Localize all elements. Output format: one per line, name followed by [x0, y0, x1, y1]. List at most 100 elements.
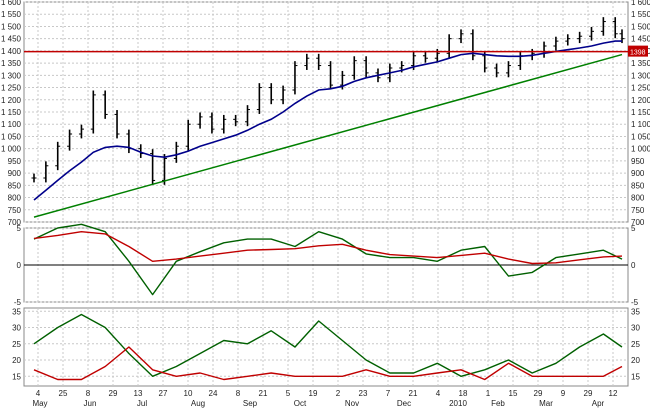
- marks-layer: 1398: [24, 17, 648, 381]
- y-tick-label-left: 950: [8, 157, 22, 166]
- dmi-line: [33, 346, 623, 381]
- day-label: 18: [459, 389, 468, 398]
- y-tick-label-right: 900: [631, 169, 645, 178]
- price-label: 1398: [630, 50, 646, 57]
- time-axis: 4 25 8 29 13 27 10 24 8 21 5 19 2 23 7 21 4 18 1 15 29 9 29 12 M…: [32, 389, 618, 408]
- moving-average-line: [33, 40, 622, 201]
- month-label: Jun: [84, 399, 97, 408]
- day-label: 21: [259, 389, 268, 398]
- y-tick-label-left: 750: [8, 206, 22, 215]
- y-tick-label-right: 1 050: [631, 132, 650, 141]
- price-label-box: [628, 45, 648, 57]
- month-label: 2010: [449, 399, 467, 408]
- day-label: 21: [409, 389, 418, 398]
- y-tick-label-left: 1 250: [1, 84, 22, 93]
- y-tick-label-right: 1 150: [631, 108, 650, 117]
- day-label: 25: [59, 389, 68, 398]
- day-label: 15: [509, 389, 518, 398]
- y-tick-label-left: 1 500: [1, 22, 22, 31]
- y-tick-label-right: 700: [631, 218, 645, 227]
- dmi-line: [33, 313, 623, 377]
- y-tick-label-right: 1 600: [631, 0, 650, 7]
- y-tick-label-right: 20: [631, 356, 640, 365]
- month-label: Sep: [243, 399, 258, 408]
- y-tick-label-left: 20: [12, 356, 21, 365]
- y-tick-label-right: 30: [631, 324, 640, 333]
- y-tick-label-left: 1 300: [1, 71, 22, 80]
- month-label: Dec: [397, 399, 411, 408]
- day-label: 5: [286, 389, 291, 398]
- month-label: Mar: [539, 399, 553, 408]
- y-tick-label-left: 1 350: [1, 59, 22, 68]
- y-tick-label-right: -5: [631, 298, 639, 307]
- y-tick-label-left: 1 150: [1, 108, 22, 117]
- y-tick-label-right: 1 550: [631, 10, 650, 19]
- y-tick-label-left: 30: [12, 324, 21, 333]
- y-tick-label-left: 1 000: [1, 145, 22, 154]
- y-tick-label-left: 850: [8, 181, 22, 190]
- y-tick-label-left: 1 400: [1, 47, 22, 56]
- y-tick-label-right: 35: [631, 307, 640, 316]
- y-tick-label-right: 1 500: [631, 22, 650, 31]
- axis-layer: 1 600 1 600 1 550 1 550 1 500 1 500 1 450 1 450…: [1, 0, 650, 381]
- y-tick-label-left: 1 600: [1, 0, 22, 7]
- y-tick-label-right: 1 450: [631, 35, 650, 44]
- y-tick-label-right: 800: [631, 194, 645, 203]
- day-label: 10: [184, 389, 193, 398]
- month-label: Feb: [491, 399, 505, 408]
- day-label: 29: [584, 389, 593, 398]
- day-label: 29: [109, 389, 118, 398]
- y-tick-label-right: 750: [631, 206, 645, 215]
- day-label: 4: [36, 389, 41, 398]
- y-tick-label-right: 1 000: [631, 145, 650, 154]
- y-tick-label-left: 15: [12, 372, 21, 381]
- oscillator-line: [33, 230, 623, 265]
- y-tick-label-left: 25: [12, 340, 21, 349]
- y-tick-label-left: 5: [17, 224, 22, 233]
- y-tick-label-left: 0: [17, 261, 22, 270]
- y-tick-label-left: 1 100: [1, 120, 22, 129]
- trend-line: [33, 53, 623, 218]
- y-tick-label-right: 1 100: [631, 120, 650, 129]
- day-label: 13: [134, 389, 143, 398]
- y-tick-label-left: 800: [8, 194, 22, 203]
- day-label: 8: [236, 389, 241, 398]
- oscillator-line: [33, 223, 623, 296]
- y-tick-label-right: 5: [631, 224, 636, 233]
- y-tick-label-right: 1 250: [631, 84, 650, 93]
- day-label: 1: [486, 389, 491, 398]
- y-tick-label-left: 1 050: [1, 132, 22, 141]
- y-tick-label-left: 1 550: [1, 10, 22, 19]
- day-label: 2: [336, 389, 341, 398]
- day-label: 19: [309, 389, 318, 398]
- day-label: 24: [209, 389, 218, 398]
- day-label: 7: [386, 389, 391, 398]
- y-tick-label-right: 1 350: [631, 59, 650, 68]
- y-tick-label-left: -5: [14, 298, 22, 307]
- y-tick-label-left: 700: [8, 218, 22, 227]
- y-tick-label-left: 900: [8, 169, 22, 178]
- month-label: May: [32, 399, 47, 408]
- y-tick-label-right: 950: [631, 157, 645, 166]
- dmi-panel-frame: [23, 307, 629, 387]
- y-tick-label-right: 15: [631, 372, 640, 381]
- month-label: Oct: [294, 399, 307, 408]
- y-tick-label-right: 1 300: [631, 71, 650, 80]
- day-label: 8: [86, 389, 91, 398]
- y-tick-label-left: 1 450: [1, 35, 22, 44]
- day-label: 9: [561, 389, 566, 398]
- day-label: 29: [534, 389, 543, 398]
- y-tick-label-right: 850: [631, 181, 645, 190]
- day-label: 12: [609, 389, 618, 398]
- day-label: 23: [359, 389, 368, 398]
- y-tick-label-left: 1 200: [1, 96, 22, 105]
- month-label: Aug: [191, 399, 205, 408]
- day-label: 4: [436, 389, 441, 398]
- day-label: 27: [159, 389, 168, 398]
- month-label: Apr: [592, 399, 605, 408]
- y-tick-label-left: 35: [12, 307, 21, 316]
- month-label: Jul: [137, 399, 147, 408]
- y-tick-label-right: 25: [631, 340, 640, 349]
